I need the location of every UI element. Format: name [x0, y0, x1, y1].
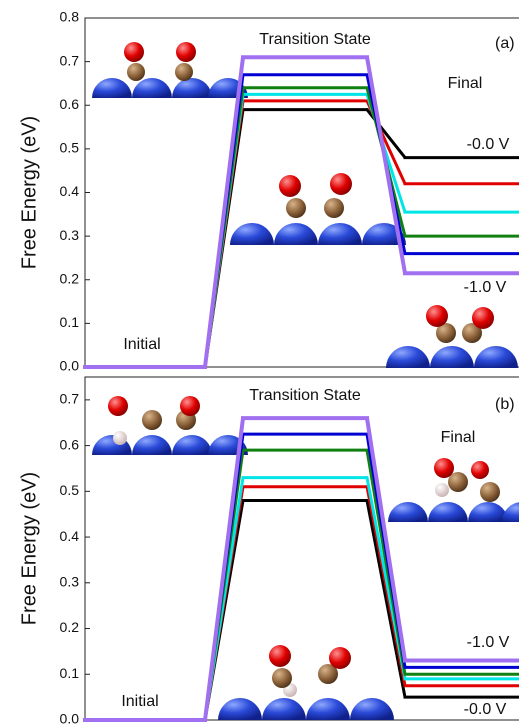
surface-atom [172, 78, 212, 98]
surface-atom [430, 346, 474, 368]
adsorbate-atom [472, 307, 494, 329]
panel-label: (b) [495, 396, 515, 413]
surface-atom [230, 223, 274, 245]
state-label: Initial [123, 336, 160, 353]
adsorbate-atom [462, 323, 482, 343]
panel-label: (a) [495, 35, 515, 52]
y-tick-label: 0.3 [60, 227, 80, 243]
surface-atom [218, 698, 262, 720]
y-tick-label: 0.0 [60, 358, 80, 374]
y-tick-label: 0.8 [60, 9, 80, 25]
molecule-illustration [388, 458, 519, 522]
state-label: Initial [121, 693, 158, 710]
y-tick-label: 0.5 [60, 140, 80, 156]
adsorbate-atom [269, 645, 291, 667]
molecule-illustration [92, 396, 248, 455]
molecule-illustration [218, 645, 394, 720]
voltage-label: -1.0 V [467, 634, 510, 651]
connector [203, 417, 245, 721]
y-axis-title: Free Energy (eV) [18, 116, 40, 269]
surface-atom [386, 346, 430, 368]
panel: 0.0 0.1 0.2 0.3 0.4 0.5 0.6 0.7 Free Energy (eV)… [18, 376, 519, 727]
adsorbate-atom [180, 396, 200, 416]
surface-atom [474, 346, 518, 368]
y-tick-label: 0.0 [60, 711, 80, 727]
y-tick-label: 0.3 [60, 574, 80, 590]
y-tick-label: 0.1 [60, 665, 80, 681]
state-label: Final [448, 75, 483, 92]
energy-profile [83, 55, 519, 369]
surface-atom [388, 502, 428, 522]
surface-atom [262, 698, 306, 720]
y-tick-label: 0.5 [60, 482, 80, 498]
adsorbate-atom [435, 483, 449, 497]
adsorbate-atom [436, 323, 456, 343]
surface-atom [362, 223, 406, 245]
molecule-illustration [92, 42, 248, 98]
connector [365, 56, 407, 274]
surface-atom [172, 435, 212, 455]
adsorbate-atom [176, 42, 196, 62]
surface-atom [428, 502, 468, 522]
adsorbate-atom [124, 42, 144, 62]
adsorbate-atom [279, 175, 301, 197]
y-tick-label: 0.1 [60, 314, 80, 330]
connector [365, 500, 407, 698]
adsorbate-atom [330, 173, 352, 195]
adsorbate-atom [426, 305, 448, 327]
surface-atom [318, 223, 362, 245]
connector [365, 417, 407, 661]
voltage-label: -0.0 V [464, 701, 507, 718]
state-label: Final [441, 429, 476, 446]
energy-profile [83, 73, 519, 369]
adsorbate-atom [175, 63, 193, 81]
adsorbate-atom [286, 198, 306, 218]
adsorbate-atom [448, 472, 468, 492]
adsorbate-atom [324, 198, 344, 218]
adsorbate-atom [480, 482, 500, 502]
adsorbate-atom [142, 410, 162, 430]
adsorbate-atom [329, 647, 351, 669]
adsorbate-atom [471, 461, 489, 479]
surface-atom [92, 78, 132, 98]
surface-atom [502, 502, 519, 522]
y-tick-label: 0.7 [60, 391, 80, 407]
y-tick-label: 0.2 [60, 619, 80, 635]
y-axis-title: Free Energy (eV) [18, 472, 40, 625]
surface-atom [350, 698, 394, 720]
surface-atom [468, 502, 508, 522]
connector [203, 57, 245, 368]
y-tick-label: 0.2 [60, 270, 80, 286]
molecule-illustration [386, 305, 518, 368]
surface-atom [274, 223, 318, 245]
surface-atom [306, 698, 350, 720]
panel: 0.0 0.1 0.2 0.3 0.4 0.5 0.6 0.7 0.8 Free Energy (… [18, 9, 519, 374]
adsorbate-atom [113, 431, 127, 445]
state-label: Transition State [259, 31, 371, 48]
y-tick-label: 0.7 [60, 52, 80, 68]
adsorbate-atom [272, 668, 292, 688]
adsorbate-atom [108, 396, 128, 416]
y-tick-label: 0.4 [60, 528, 80, 544]
surface-atom [132, 78, 172, 98]
adsorbate-atom [318, 664, 338, 684]
voltage-label: -0.0 V [467, 136, 510, 153]
state-label: Transition State [249, 387, 361, 404]
adsorbate-atom [127, 63, 145, 81]
adsorbate-atom [434, 458, 454, 478]
y-tick-label: 0.4 [60, 183, 80, 199]
voltage-label: -1.0 V [464, 279, 507, 296]
y-tick-label: 0.6 [60, 436, 80, 452]
plot-frame [84, 17, 519, 368]
y-tick-label: 0.6 [60, 96, 80, 112]
surface-atom [132, 435, 172, 455]
molecule-illustration [230, 173, 406, 245]
energy-profile [83, 416, 519, 722]
